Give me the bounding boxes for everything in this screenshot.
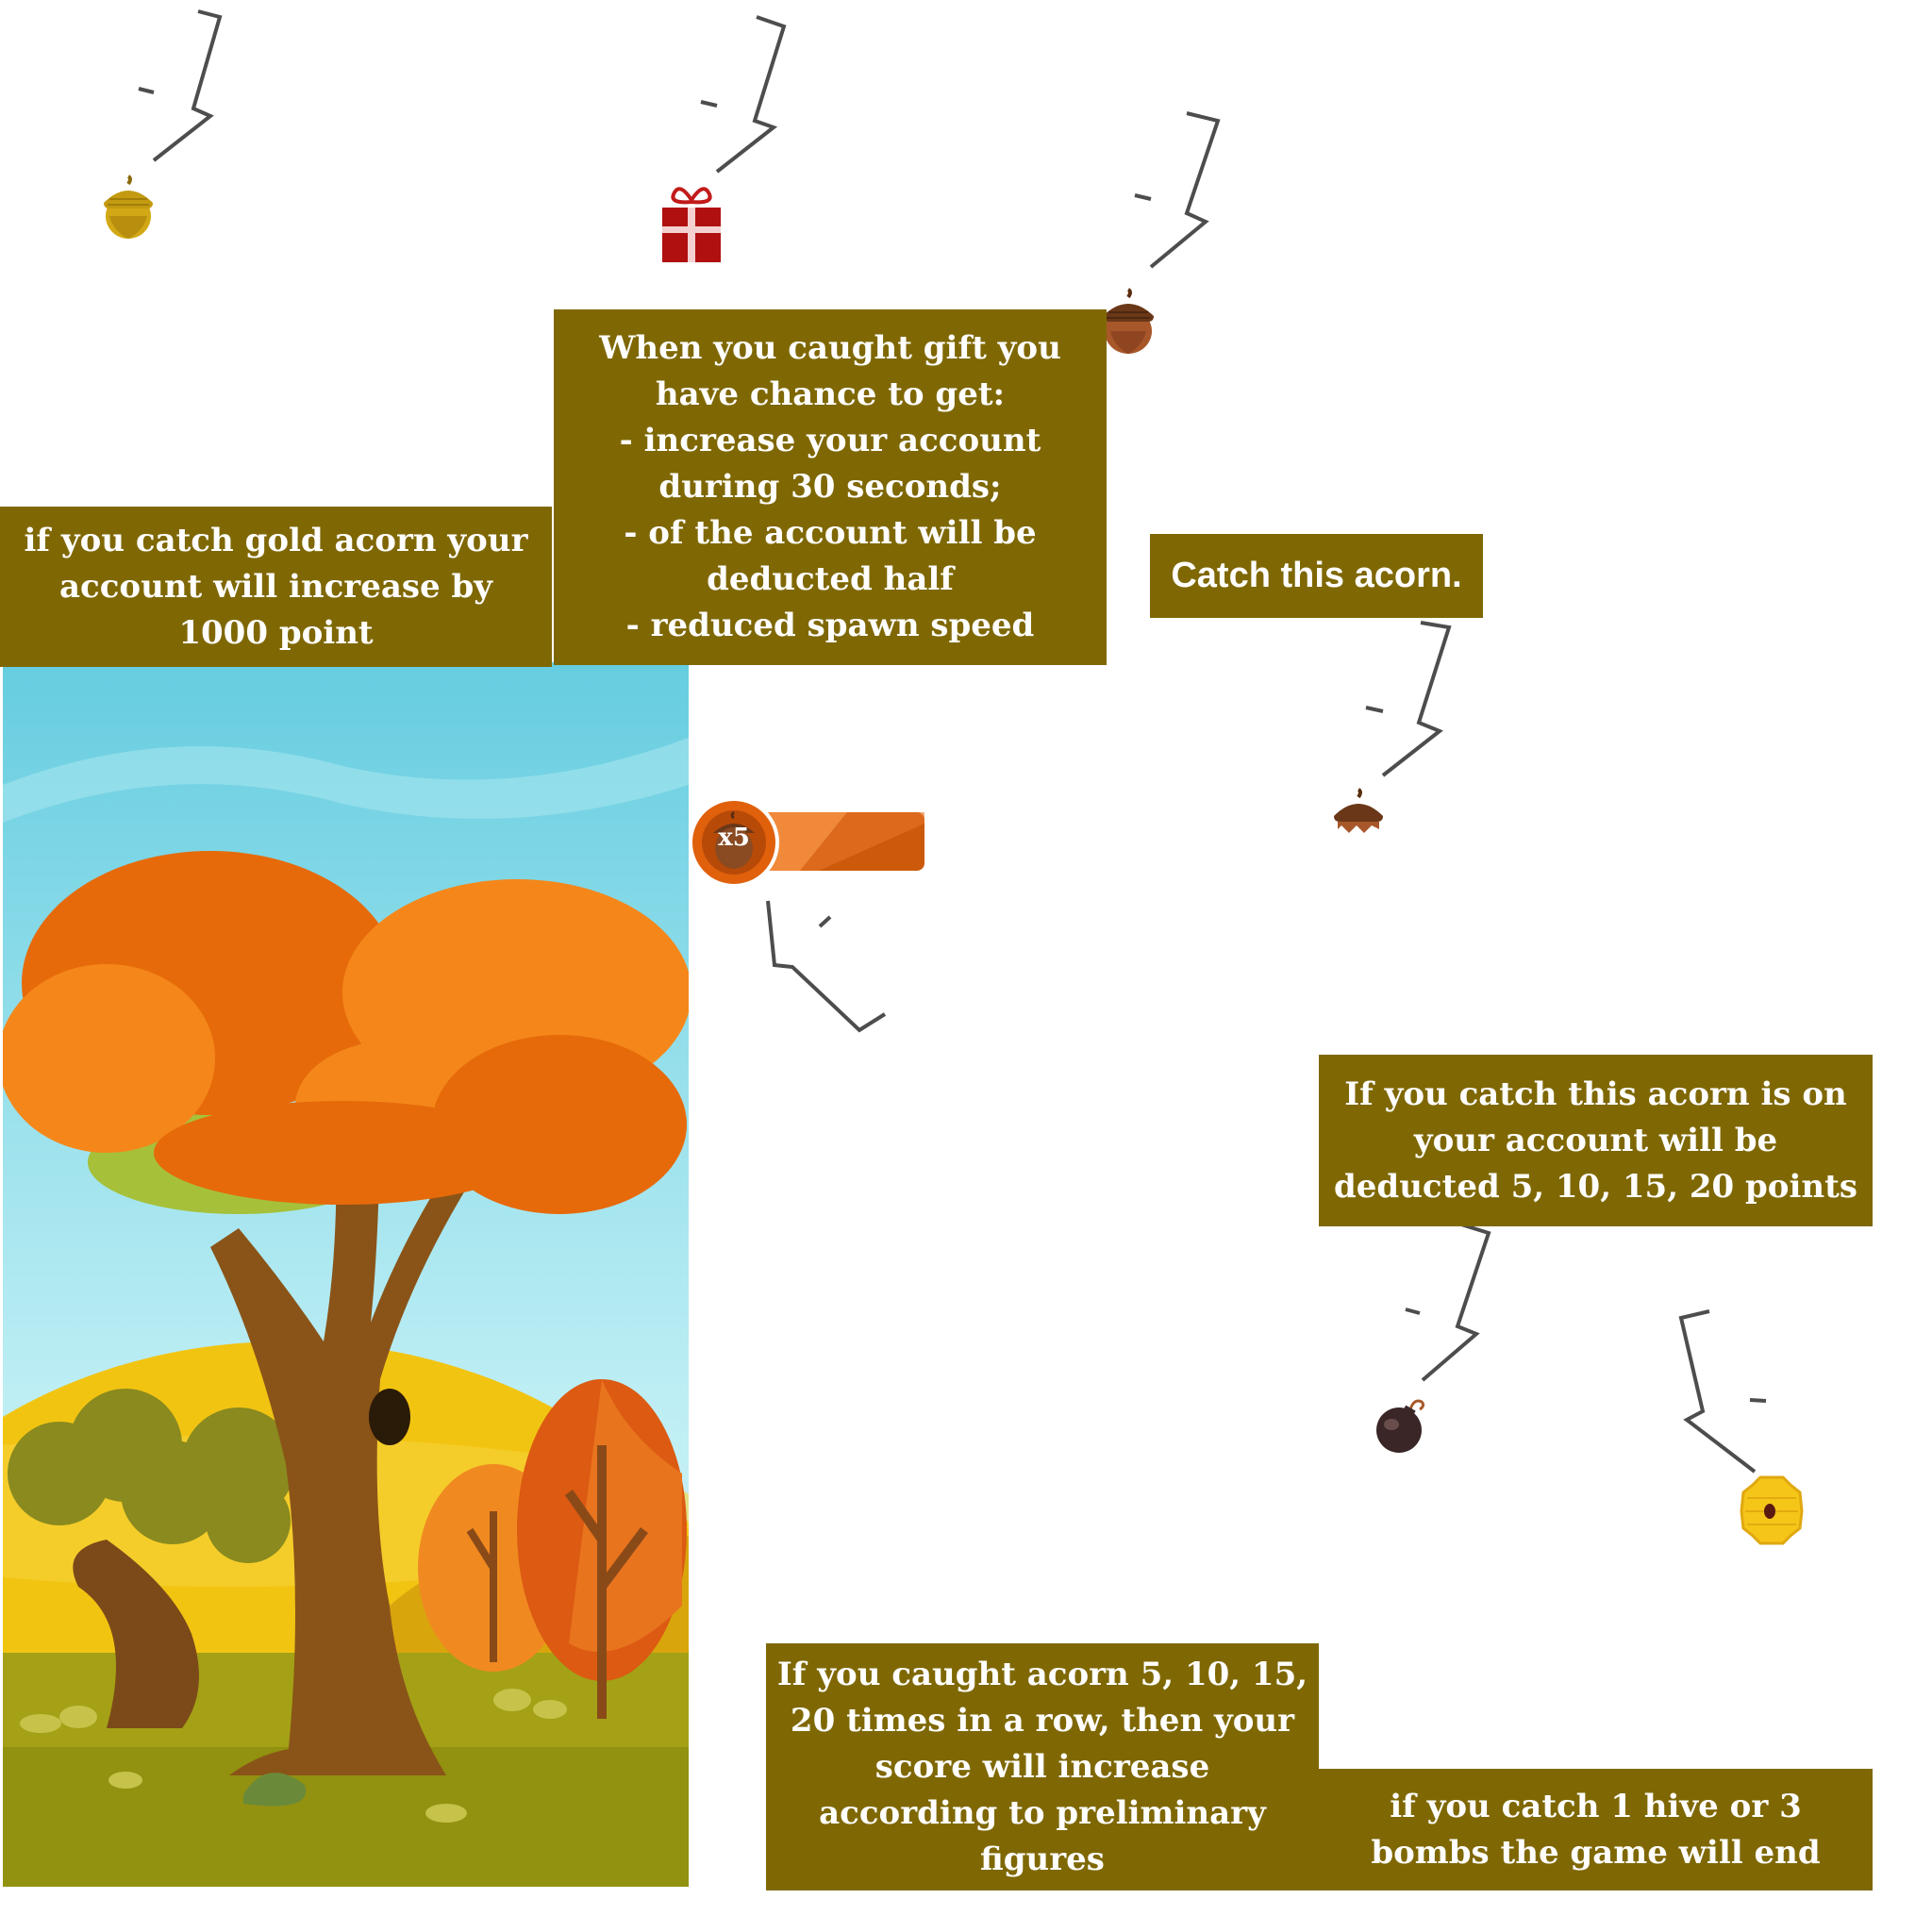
catch-acorn-tip-text: Catch this acorn.	[1171, 556, 1462, 595]
gift-icon	[662, 187, 721, 262]
gold-acorn-icon	[104, 175, 153, 239]
hive-trail	[1678, 1309, 1767, 1474]
bad-acorn-tip-text: If you catch this acorn is on your accou…	[1334, 1074, 1857, 1206]
brown-acorn-icon	[1103, 288, 1154, 354]
combo-tip: If you caught acorn 5, 10, 15, 20 times …	[766, 1643, 1319, 1890]
cracked-acorn-trail	[1365, 621, 1452, 777]
big-orange-tree	[3, 851, 689, 1775]
gold-acorn-tip: if you catch gold acorn your account wil…	[0, 507, 552, 667]
cracked-acorn-icon	[1334, 788, 1383, 833]
brown-acorn-trail	[1134, 111, 1221, 269]
hive-icon	[1740, 1475, 1804, 1545]
gift-tip-text: When you caught gift you have chance to …	[599, 329, 1061, 644]
game-end-tip-text: if you catch 1 hive or 3 bombs the game …	[1371, 1787, 1821, 1872]
gift-tip: When you caught gift you have chance to …	[554, 309, 1107, 665]
combo-bar	[689, 797, 924, 888]
gift-trail	[700, 15, 787, 174]
combo-trail	[766, 900, 887, 1033]
green-bush-tree	[8, 1389, 295, 1728]
combo-tip-text: If you caught acorn 5, 10, 15, 20 times …	[776, 1655, 1308, 1878]
gold-acorn-tip-text: if you catch gold acorn your account wil…	[24, 521, 528, 652]
catch-acorn-tip: Catch this acorn.	[1150, 534, 1483, 618]
combo-badge: x5	[687, 795, 932, 890]
small-orange-trees	[418, 1379, 687, 1719]
game-end-tip: if you catch 1 hive or 3 bombs the game …	[1319, 1769, 1873, 1890]
autumn-scene	[3, 662, 689, 1887]
bomb-icon	[1376, 1399, 1425, 1453]
bad-acorn-tip: If you catch this acorn is on your accou…	[1319, 1055, 1873, 1226]
combo-multiplier-label: x5	[718, 824, 750, 852]
gold-acorn-trail	[138, 9, 223, 162]
bomb-trail	[1405, 1223, 1491, 1382]
